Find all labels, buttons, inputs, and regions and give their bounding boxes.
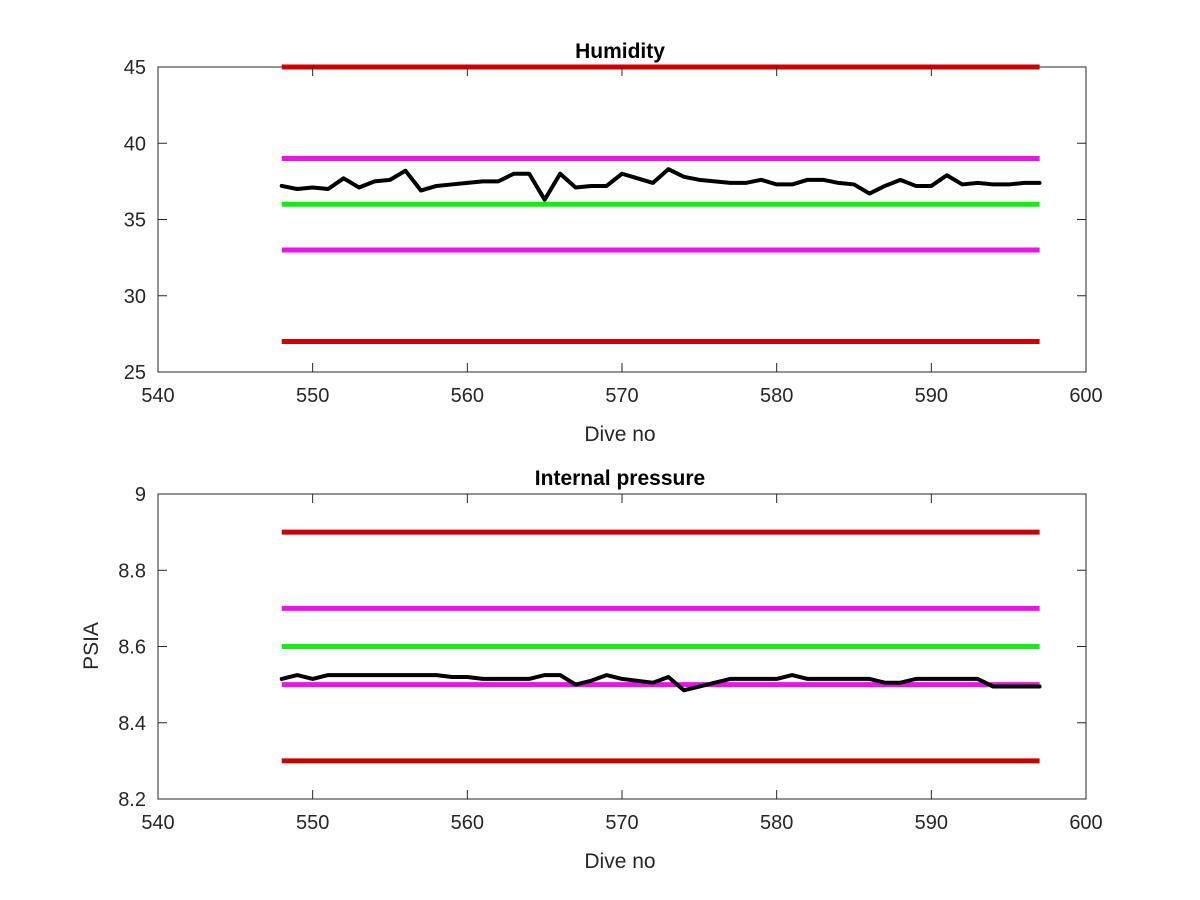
pressure-y-tick-label: 8.6 — [118, 637, 146, 659]
pressure-series-line — [279, 673, 1042, 693]
pressure-y-ticks: 8.2 8.4 8.6 8.8 9 — [118, 484, 1086, 811]
pressure-x-tick-label: 550 — [296, 812, 329, 834]
pressure-reference-lines — [281, 529, 1040, 764]
humidity-axes-box — [157, 66, 1087, 373]
humidity-x-tick-label: 590 — [915, 385, 948, 407]
humidity-y-tick-label: 30 — [124, 286, 146, 308]
pressure-series — [279, 673, 1042, 693]
humidity-y-tick-label: 40 — [124, 133, 146, 155]
humidity-y-tick-label: 25 — [124, 362, 146, 384]
pressure-x-axis-label: Dive no — [584, 850, 655, 873]
humidity-x-tick-label: 580 — [760, 385, 793, 407]
humidity-x-tick-label: 550 — [296, 385, 329, 407]
pressure-y-tick-label: 8.8 — [118, 560, 146, 582]
humidity-y-tick-label: 45 — [124, 57, 146, 79]
humidity-y-ticks: 25 30 35 40 45 — [124, 57, 1086, 384]
pressure-y-tick-label: 9 — [135, 484, 146, 506]
humidity-title: Humidity — [575, 40, 665, 63]
humidity-x-tick-label: 560 — [451, 385, 484, 407]
humidity-y-tick-label: 35 — [124, 210, 146, 232]
humidity-series — [279, 167, 1042, 202]
pressure-y-tick-label: 8.2 — [118, 789, 146, 811]
pressure-x-ticks: 540 550 560 570 580 590 600 — [141, 494, 1103, 834]
humidity-x-axis-label: Dive no — [584, 423, 655, 446]
humidity-series-line — [279, 167, 1042, 202]
pressure-y-axis-label: PSIA — [80, 622, 103, 670]
humidity-reference-lines — [281, 64, 1040, 344]
pressure-x-tick-label: 570 — [605, 812, 638, 834]
humidity-x-ticks: 540 550 560 570 580 590 600 — [141, 67, 1103, 407]
pressure-x-tick-label: 580 — [760, 812, 793, 834]
humidity-x-tick-label: 540 — [141, 385, 174, 407]
pressure-title: Internal pressure — [535, 467, 705, 490]
pressure-chart: 540 550 560 570 580 590 600 8.2 8.4 8.6 8.8 9 Inte… — [80, 467, 1103, 873]
humidity-chart: 540 550 560 570 580 590 600 25 30 35 40 45 Humidit… — [124, 40, 1103, 446]
pressure-x-tick-label: 560 — [451, 812, 484, 834]
pressure-x-tick-label: 590 — [915, 812, 948, 834]
pressure-y-tick-label: 8.4 — [118, 713, 146, 735]
humidity-x-tick-label: 570 — [605, 385, 638, 407]
pressure-x-tick-label: 540 — [141, 812, 174, 834]
pressure-x-tick-label: 600 — [1069, 812, 1102, 834]
humidity-x-tick-label: 600 — [1069, 385, 1102, 407]
